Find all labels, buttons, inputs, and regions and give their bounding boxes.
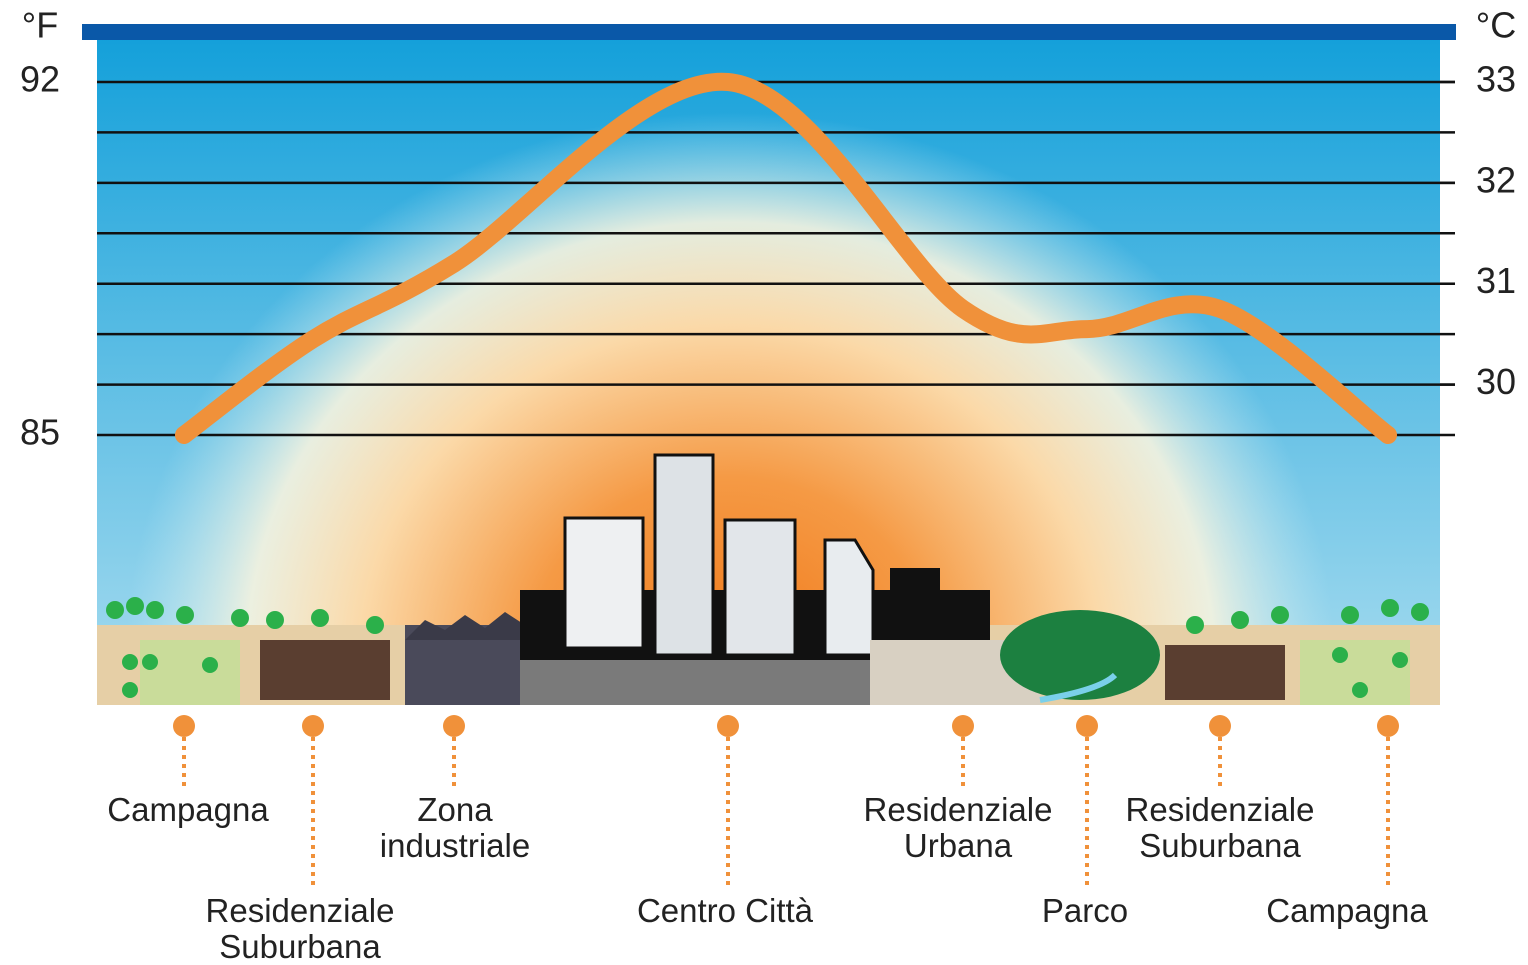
zone-marker — [173, 715, 195, 737]
y-tick-label: 92 — [20, 59, 60, 100]
zone-label: Residenziale Urbana — [863, 791, 1053, 864]
city-scene — [97, 453, 1440, 705]
zone-marker — [1377, 715, 1399, 737]
y2-tick-label: 30 — [1476, 361, 1516, 402]
zone-marker — [952, 715, 974, 737]
zone-marker — [443, 715, 465, 737]
y-tick-label: 85 — [20, 412, 60, 453]
zone-label: Centro Città — [636, 892, 814, 929]
top-bar — [82, 24, 1456, 40]
y2-axis-label: °C — [1476, 5, 1516, 46]
zone-label: Residenziale Suburbana — [205, 892, 395, 965]
y-axis-label: °F — [22, 5, 58, 46]
zone-label: Campagna — [1266, 892, 1428, 929]
y2-tick-label: 32 — [1476, 159, 1516, 200]
zone-marker — [302, 715, 324, 737]
zone-marker — [1209, 715, 1231, 737]
zone-label: Residenziale Suburbana — [1125, 791, 1315, 864]
temperature-line — [175, 72, 1397, 444]
zone-marker — [1076, 715, 1098, 737]
y2-tick-label: 33 — [1476, 59, 1516, 100]
zone-label: Campagna — [107, 791, 269, 828]
zone-label: Parco — [1041, 892, 1129, 929]
y2-tick-label: 31 — [1476, 260, 1516, 301]
zone-label: Zona industriale — [379, 791, 531, 864]
zone-marker — [717, 715, 739, 737]
